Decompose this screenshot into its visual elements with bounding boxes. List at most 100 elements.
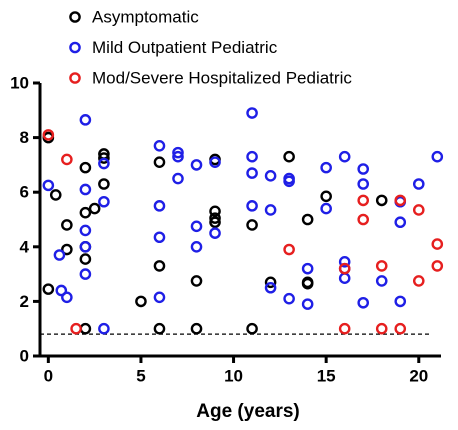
point [357,194,370,207]
point [98,178,110,190]
legend-marker [69,72,81,84]
point [61,153,73,166]
point [412,204,425,216]
point [394,216,407,229]
point [79,224,92,237]
point [79,240,92,253]
point [209,212,221,224]
point [53,249,66,261]
point [98,322,110,335]
point [153,200,166,212]
point [55,284,68,297]
point [301,262,314,275]
point [264,281,277,294]
point [209,156,221,168]
point [172,150,184,163]
legend-marker [69,41,81,54]
point [70,322,82,335]
point [153,322,166,335]
point [264,276,277,289]
point [79,114,92,126]
y-tick-label: 0 [20,346,29,365]
x-axis-title: Age (years) [196,401,300,422]
point [98,195,110,208]
point [79,253,92,265]
point [79,322,92,335]
point [246,107,258,119]
point [338,256,351,268]
point [209,205,221,218]
point [153,139,166,152]
legend-label: Asymptomatic [92,7,199,26]
legend-label: Mild Outpatient Pediatric [92,38,278,57]
point [357,178,370,190]
point [431,260,444,272]
point [79,183,92,196]
point [375,322,388,335]
point [246,150,258,163]
point [153,231,166,244]
point [338,262,351,275]
point [338,322,351,335]
point [264,204,277,216]
y-tick-label: 10 [10,73,29,92]
point [338,150,351,163]
point [190,322,203,335]
point [301,213,314,226]
point [153,260,166,272]
point [320,190,332,203]
point [246,167,258,179]
x-tick-label: 0 [44,366,53,385]
point [209,227,221,239]
legend-marker [69,11,81,23]
point [61,219,73,231]
point [190,159,203,171]
x-tick-label: 10 [224,366,243,385]
point [79,161,92,174]
point [431,150,444,163]
point [209,216,221,229]
point [357,296,370,309]
point [283,175,295,188]
point [246,322,258,335]
point [135,295,147,308]
point [246,200,258,212]
point [301,277,314,290]
point [98,157,110,170]
point [264,170,277,182]
point [357,213,370,226]
point [190,220,203,233]
point [375,275,388,287]
point [88,202,101,215]
point [283,292,295,305]
point [320,161,332,174]
y-tick-label: 6 [20,183,29,202]
point [79,268,92,280]
point [412,275,425,287]
x-tick-label: 15 [317,366,336,385]
point [153,291,166,304]
point [190,275,203,287]
x-tick-label: 5 [136,366,145,385]
point [42,129,55,141]
point [338,272,351,284]
y-tick-label: 4 [20,237,30,256]
point [79,206,92,219]
point [375,260,388,272]
legend-label: Mod/Severe Hospitalized Pediatric [92,68,352,87]
point [394,295,407,308]
point [394,322,407,335]
y-tick-label: 8 [20,128,29,147]
point [301,298,314,310]
point [283,150,295,163]
point [412,178,425,190]
x-tick-label: 20 [409,366,428,385]
point [49,189,62,201]
point [98,152,110,164]
point [153,156,166,168]
point [394,194,407,207]
point [61,243,73,256]
point [61,291,73,304]
point [190,240,203,253]
